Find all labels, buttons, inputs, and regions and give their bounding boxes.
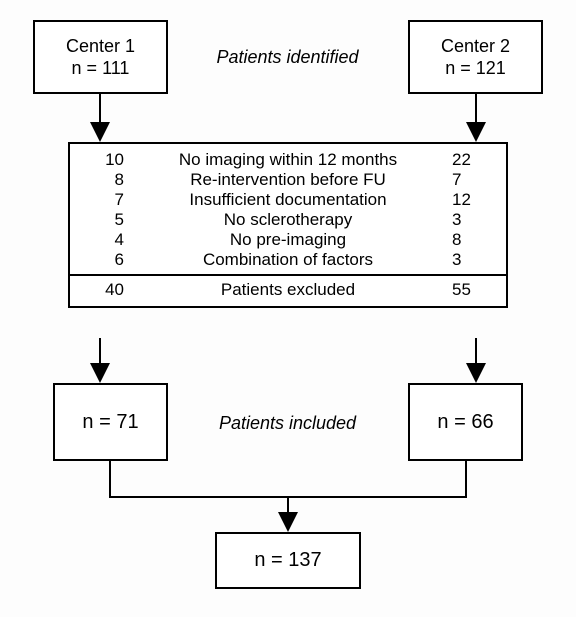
exclusion-left: 6 [70,250,142,270]
exclusion-left: 4 [70,230,142,250]
exclusion-reason: Combination of factors [142,250,434,270]
included1-n: n = 71 [82,410,138,435]
exclusion-total-label: Patients excluded [142,280,434,300]
exclusion-row: 8 Re-intervention before FU 7 [70,170,506,190]
exclusion-total-right: 55 [434,280,506,300]
exclusion-right: 3 [434,210,506,230]
exclusion-right: 12 [434,190,506,210]
exclusion-reason: No sclerotherapy [142,210,434,230]
exclusion-left: 7 [70,190,142,210]
exclusion-row: 6 Combination of factors 3 [70,250,506,270]
center2-title: Center 2 [441,35,510,58]
center2-n: n = 121 [445,57,506,80]
exclusion-left: 5 [70,210,142,230]
exclusion-row: 7 Insufficient documentation 12 [70,190,506,210]
included1-box: n = 71 [53,383,168,461]
included2-n: n = 66 [437,410,493,435]
patients-included-label: Patients included [185,413,390,434]
exclusion-right: 7 [434,170,506,190]
center2-box: Center 2 n = 121 [408,20,543,94]
exclusion-reason: No pre-imaging [142,230,434,250]
exclusion-total-left: 40 [70,280,142,300]
exclusion-row: 4 No pre-imaging 8 [70,230,506,250]
exclusion-left: 8 [70,170,142,190]
center1-title: Center 1 [66,35,135,58]
center1-n: n = 111 [72,57,130,80]
exclusion-divider [70,274,506,276]
exclusion-reason: Insufficient documentation [142,190,434,210]
exclusion-box: 10 No imaging within 12 months 22 8 Re-i… [68,142,508,308]
center1-box: Center 1 n = 111 [33,20,168,94]
exclusion-left: 10 [70,150,142,170]
exclusion-total-row: 40 Patients excluded 55 [70,278,506,306]
exclusion-reason: Re-intervention before FU [142,170,434,190]
exclusion-row: 10 No imaging within 12 months 22 [70,150,506,170]
patients-identified-label: Patients identified [185,47,390,68]
exclusion-right: 8 [434,230,506,250]
included2-box: n = 66 [408,383,523,461]
total-n: n = 137 [254,548,321,573]
exclusion-reason: No imaging within 12 months [142,150,434,170]
total-box: n = 137 [215,532,361,589]
exclusion-row: 5 No sclerotherapy 3 [70,210,506,230]
exclusion-right: 22 [434,150,506,170]
exclusion-right: 3 [434,250,506,270]
